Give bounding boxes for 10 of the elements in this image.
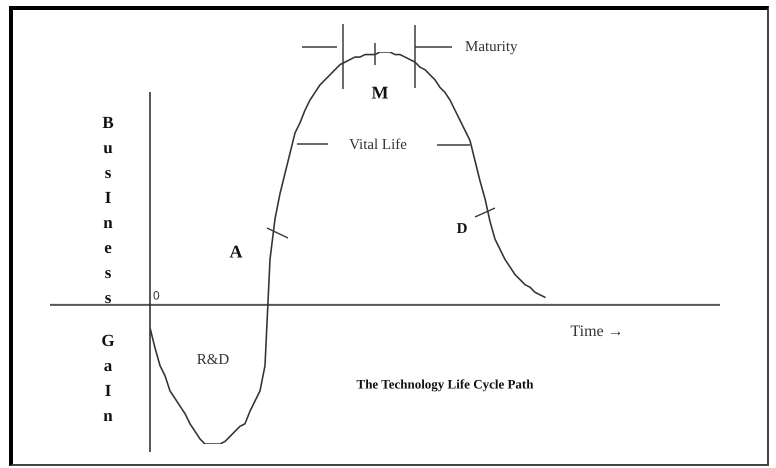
text: The Technology Life Cycle Path <box>356 376 534 392</box>
annotation: Maturity <box>465 38 518 55</box>
text: BusIness GaIn <box>101 112 115 424</box>
annotation: Vital Life <box>349 136 408 153</box>
annotation: M <box>372 82 388 103</box>
annotation: D <box>456 220 468 237</box>
annotation: 0 <box>153 288 160 302</box>
x-axis-title: Time → <box>570 323 624 340</box>
annotation: R&D <box>196 352 230 368</box>
annotation: A <box>230 242 242 262</box>
